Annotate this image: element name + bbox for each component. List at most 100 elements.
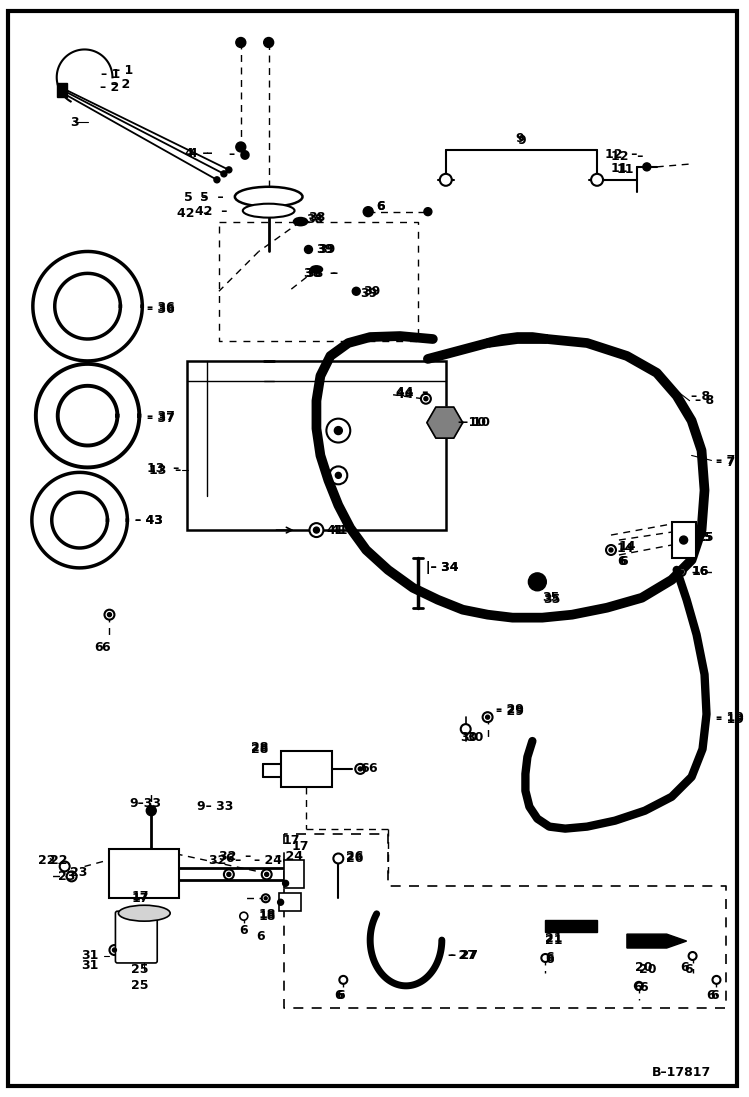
Text: 3: 3: [70, 115, 79, 128]
Text: 39: 39: [360, 286, 377, 299]
Circle shape: [424, 207, 432, 216]
FancyBboxPatch shape: [109, 848, 179, 898]
Text: 17: 17: [282, 834, 300, 847]
Text: 6: 6: [681, 961, 689, 974]
Circle shape: [261, 894, 270, 902]
Text: 9– 33: 9– 33: [197, 800, 234, 813]
Circle shape: [226, 167, 232, 173]
Text: 26: 26: [346, 852, 364, 864]
Circle shape: [313, 527, 319, 533]
Circle shape: [333, 853, 343, 863]
Circle shape: [221, 171, 227, 177]
FancyBboxPatch shape: [8, 11, 737, 1086]
Circle shape: [104, 610, 115, 620]
Text: 11: 11: [617, 163, 634, 177]
Text: 11: 11: [611, 162, 628, 176]
Circle shape: [146, 805, 157, 816]
Text: 9: 9: [518, 134, 526, 147]
Ellipse shape: [243, 204, 294, 217]
Circle shape: [107, 613, 112, 617]
Circle shape: [240, 913, 248, 920]
Text: 6: 6: [225, 852, 234, 864]
Circle shape: [485, 715, 490, 720]
Text: 28: 28: [251, 743, 268, 756]
Ellipse shape: [118, 905, 170, 921]
Text: – 37: – 37: [148, 412, 175, 426]
Text: 17: 17: [131, 890, 149, 903]
Text: 18: 18: [258, 909, 276, 923]
Text: 14: 14: [619, 540, 637, 553]
Text: 12  –: 12 –: [605, 148, 637, 161]
Text: 42  –: 42 –: [177, 207, 210, 220]
Text: 31: 31: [82, 960, 99, 972]
Text: – 24: – 24: [254, 853, 282, 867]
Text: 25: 25: [131, 980, 149, 993]
Text: 6: 6: [639, 982, 647, 994]
Text: |– 34: |– 34: [426, 562, 458, 575]
Text: 38  –: 38 –: [303, 267, 336, 280]
Text: – 10: – 10: [458, 416, 486, 429]
Text: 22: 22: [37, 853, 55, 867]
Ellipse shape: [311, 265, 322, 273]
Circle shape: [309, 523, 324, 538]
Text: – 1: – 1: [102, 68, 121, 81]
FancyBboxPatch shape: [281, 751, 333, 787]
FancyBboxPatch shape: [57, 83, 67, 98]
Text: 6: 6: [711, 989, 719, 1003]
Text: – 19: – 19: [717, 713, 745, 725]
Text: 42  –: 42 –: [195, 205, 228, 218]
Ellipse shape: [294, 217, 308, 226]
Text: 44  –: 44 –: [396, 386, 428, 399]
Text: 6: 6: [239, 924, 247, 937]
Polygon shape: [427, 407, 463, 438]
Circle shape: [227, 872, 231, 877]
Text: – 7: – 7: [717, 456, 736, 468]
Text: 22: 22: [49, 853, 67, 867]
Text: 30: 30: [460, 731, 477, 744]
Text: – 8: – 8: [691, 391, 710, 404]
Circle shape: [421, 394, 431, 404]
Text: 6: 6: [94, 641, 103, 654]
Text: 6: 6: [706, 989, 715, 1003]
Text: – 37: – 37: [148, 410, 175, 423]
Text: – 36: – 36: [148, 303, 175, 316]
FancyBboxPatch shape: [284, 860, 303, 889]
Text: – 43: – 43: [136, 513, 163, 527]
Circle shape: [363, 206, 373, 216]
Text: – ●: – ●: [229, 147, 250, 160]
Circle shape: [542, 954, 549, 962]
Text: 25: 25: [131, 963, 149, 976]
Circle shape: [606, 545, 616, 555]
Circle shape: [528, 573, 546, 591]
Ellipse shape: [235, 186, 303, 206]
Text: 13  –: 13 –: [148, 462, 180, 475]
Text: – 24: – 24: [275, 850, 303, 863]
Text: 38: 38: [306, 213, 324, 226]
Text: – 43: – 43: [136, 513, 163, 527]
Text: – 2: – 2: [112, 78, 131, 91]
Text: – 7: – 7: [717, 454, 736, 467]
Text: – 36: – 36: [148, 301, 175, 314]
Text: 6: 6: [257, 929, 265, 942]
Text: 17: 17: [291, 840, 309, 853]
Text: 17: 17: [131, 892, 149, 905]
Circle shape: [327, 419, 351, 442]
Circle shape: [678, 568, 685, 576]
Circle shape: [591, 173, 603, 185]
Text: 6: 6: [619, 555, 628, 568]
Text: 4  –: 4 –: [185, 147, 209, 160]
Text: 6: 6: [336, 989, 345, 1003]
Circle shape: [688, 952, 697, 960]
Circle shape: [264, 896, 267, 900]
Text: – 19: – 19: [717, 711, 745, 724]
Text: 31: 31: [82, 950, 99, 962]
Text: – 27: – 27: [448, 950, 476, 962]
Text: 21: 21: [545, 934, 562, 947]
Text: 44  –: 44 –: [396, 388, 428, 402]
Text: 6: 6: [369, 762, 377, 776]
Text: 16: 16: [691, 565, 709, 578]
Circle shape: [712, 976, 721, 984]
Text: 38: 38: [309, 211, 326, 224]
Circle shape: [330, 466, 348, 484]
Circle shape: [679, 570, 684, 574]
